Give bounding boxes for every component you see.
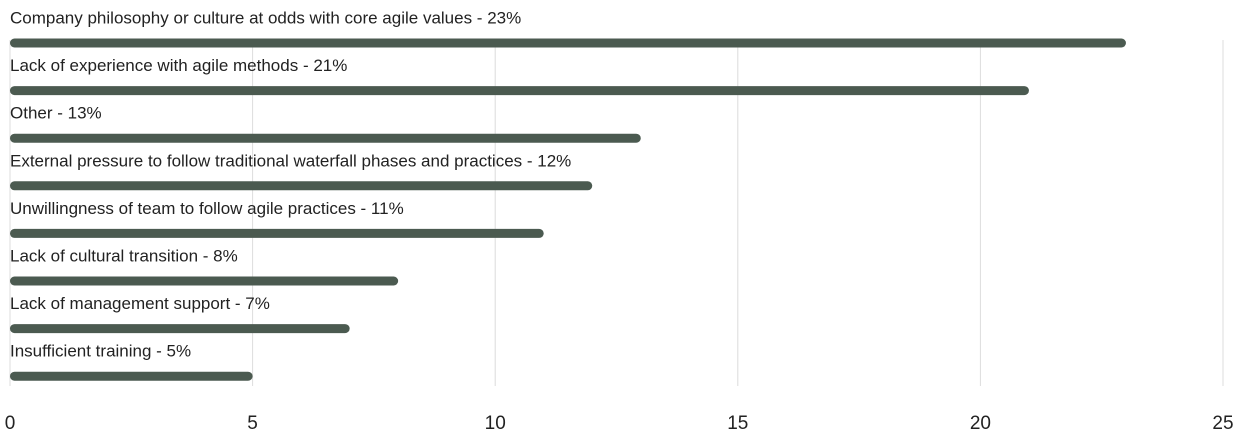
bar-label: External pressure to follow traditional … <box>10 151 571 170</box>
bar-label: Insufficient training - 5% <box>10 342 191 361</box>
x-tick-label: 5 <box>247 413 258 434</box>
bar <box>10 228 544 238</box>
bar <box>10 276 399 286</box>
bar <box>10 371 253 381</box>
x-tick-label: 15 <box>727 413 748 434</box>
bar <box>10 181 593 191</box>
bar-label: Other - 13% <box>10 104 102 123</box>
x-tick-label: 10 <box>485 413 506 434</box>
x-tick-label: 0 <box>5 413 16 434</box>
bar <box>10 38 1126 48</box>
x-tick-label: 25 <box>1212 413 1233 434</box>
x-tick-label: 20 <box>970 413 991 434</box>
bar <box>10 86 1029 96</box>
bar-label: Unwillingness of team to follow agile pr… <box>10 199 404 218</box>
bar-label: Lack of cultural transition - 8% <box>10 246 238 265</box>
bar-label: Lack of management support - 7% <box>10 294 270 313</box>
bar-label: Company philosophy or culture at odds wi… <box>10 8 521 27</box>
bar <box>10 133 641 143</box>
bar <box>10 324 350 334</box>
bar-label: Lack of experience with agile methods - … <box>10 56 347 75</box>
